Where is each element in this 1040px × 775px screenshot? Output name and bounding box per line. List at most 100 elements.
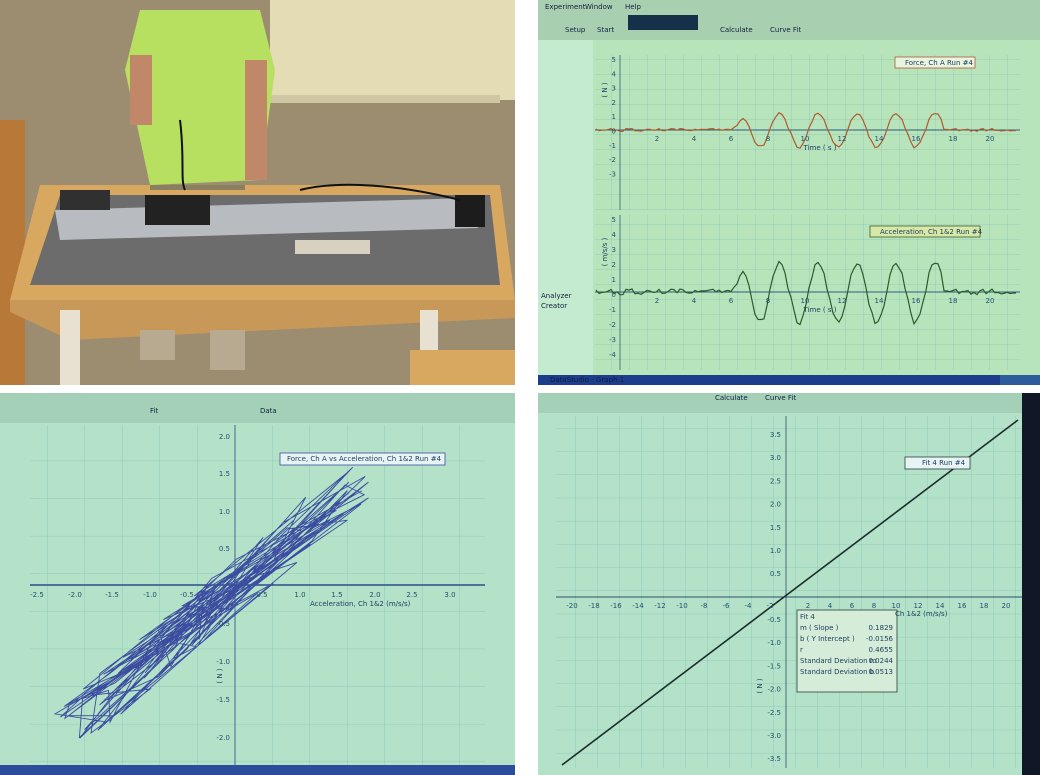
y-tick-label: 0 bbox=[612, 291, 616, 299]
fit-param: m ( Slope ) bbox=[800, 624, 839, 632]
x-tick-label: -2 bbox=[767, 602, 774, 610]
y-tick-label: -1.0 bbox=[767, 639, 781, 647]
menu-item: Experiment bbox=[545, 3, 586, 11]
x-tick-label: 1.0 bbox=[294, 591, 305, 599]
y-tick-label: 2.0 bbox=[770, 501, 781, 509]
y-tick-label: 3.0 bbox=[770, 454, 781, 462]
x-tick-label: 18 bbox=[949, 297, 958, 305]
y-tick-label: 2.0 bbox=[219, 433, 230, 441]
y-tick-label: -2.5 bbox=[767, 709, 781, 717]
y-tick-label: 1 bbox=[612, 113, 616, 121]
legend-entry: Force, Ch A vs Acceleration, Ch 1&2 Run … bbox=[287, 455, 442, 463]
y-tick-label: -3.5 bbox=[767, 755, 781, 763]
screen-fit bbox=[538, 393, 1040, 775]
x-tick-label: 1.5 bbox=[331, 591, 342, 599]
x-tick-label: 8 bbox=[872, 602, 876, 610]
y-tick-label: 1.5 bbox=[219, 470, 230, 478]
x-tick-label: -18 bbox=[588, 602, 599, 610]
x-tick-label: 20 bbox=[1002, 602, 1011, 610]
toolbar-button: Curve Fit bbox=[765, 394, 796, 402]
x-tick-label: -10 bbox=[676, 602, 687, 610]
fit-value: 0.0244 bbox=[869, 657, 894, 665]
fit-param: Standard Deviation m bbox=[800, 657, 877, 665]
x-tick-label: 3.0 bbox=[444, 591, 455, 599]
y-axis-label: ( N ) bbox=[216, 668, 224, 683]
x-tick-label: -1.0 bbox=[143, 591, 157, 599]
x-tick-label: -6 bbox=[723, 602, 731, 610]
x-tick-label: 16 bbox=[912, 135, 921, 143]
y-tick-label: -4 bbox=[609, 351, 617, 359]
y-tick-label: 2 bbox=[612, 99, 616, 107]
x-tick-label: -12 bbox=[654, 602, 665, 610]
lab-photo bbox=[0, 0, 515, 385]
y-tick-label: 4 bbox=[612, 231, 617, 239]
y-tick-label: -1.0 bbox=[216, 658, 230, 666]
y-tick-label: 0.5 bbox=[770, 570, 781, 578]
fit-value: 0.1829 bbox=[869, 624, 894, 632]
x-tick-label: 16 bbox=[958, 602, 967, 610]
y-tick-label: 1 bbox=[612, 276, 616, 284]
x-axis-label: Time ( s ) bbox=[803, 306, 837, 314]
x-tick-label: 6 bbox=[729, 297, 734, 305]
taskbar-item: DataStudio - Graph 1 bbox=[550, 376, 624, 384]
toolbar-button: Calculate bbox=[720, 26, 753, 34]
y-axis-label: ( N ) bbox=[601, 82, 609, 97]
x-axis-label: Acceleration, Ch 1&2 (m/s/s) bbox=[310, 600, 411, 608]
toolbar-button: Data bbox=[260, 407, 277, 415]
x-tick-label: 8 bbox=[766, 135, 770, 143]
y-tick-label: 5 bbox=[612, 216, 616, 224]
y-tick-label: -3.0 bbox=[767, 732, 781, 740]
x-tick-label: 4 bbox=[828, 602, 833, 610]
y-tick-label: 3.5 bbox=[770, 431, 781, 439]
x-axis-label: Ch 1&2 (m/s/s) bbox=[895, 610, 948, 618]
y-tick-label: -1.5 bbox=[216, 696, 230, 704]
x-tick-label: 6 bbox=[729, 135, 734, 143]
x-tick-label: 10 bbox=[892, 602, 901, 610]
y-tick-label: 3 bbox=[612, 246, 616, 254]
y-tick-label: 2.5 bbox=[770, 477, 781, 485]
x-tick-label: 10 bbox=[801, 135, 810, 143]
y-tick-label: -3 bbox=[609, 336, 616, 344]
x-tick-label: 20 bbox=[986, 297, 995, 305]
x-tick-label: 14 bbox=[875, 135, 884, 143]
y-tick-label: -2 bbox=[609, 321, 616, 329]
y-tick-label: 0 bbox=[612, 128, 616, 136]
x-tick-label: 20 bbox=[986, 135, 995, 143]
x-tick-label: -0.5 bbox=[180, 591, 194, 599]
y-tick-label: 5 bbox=[612, 56, 616, 64]
x-tick-label: -8 bbox=[701, 602, 708, 610]
x-tick-label: 14 bbox=[875, 297, 884, 305]
toolbar-button: Start bbox=[597, 26, 614, 34]
toolbar-button: Fit bbox=[150, 407, 158, 415]
x-tick-label: -14 bbox=[632, 602, 644, 610]
x-tick-label: 2 bbox=[806, 602, 810, 610]
fit-value: -0.0156 bbox=[866, 635, 894, 643]
y-tick-label: -0.5 bbox=[767, 616, 781, 624]
x-tick-label: -2.5 bbox=[30, 591, 44, 599]
toolbar-button: Calculate bbox=[715, 394, 748, 402]
x-tick-label: -4 bbox=[745, 602, 753, 610]
x-tick-label: 2 bbox=[655, 135, 659, 143]
screen-scatter bbox=[0, 393, 515, 775]
fit-param: r bbox=[800, 646, 803, 654]
y-tick-label: -2.0 bbox=[216, 734, 230, 742]
x-tick-label: 8 bbox=[766, 297, 770, 305]
x-tick-label: 16 bbox=[912, 297, 921, 305]
toolbar-button: Setup bbox=[565, 26, 586, 34]
y-axis-label: ( N ) bbox=[756, 678, 764, 693]
y-tick-label: -1 bbox=[609, 142, 616, 150]
fit-param: Standard Deviation b bbox=[800, 668, 875, 676]
toolbar-button: Curve Fit bbox=[770, 26, 801, 34]
x-tick-label: 12 bbox=[914, 602, 923, 610]
y-tick-label: -3 bbox=[609, 170, 616, 178]
x-tick-label: 2.0 bbox=[369, 591, 380, 599]
x-tick-label: 18 bbox=[980, 602, 989, 610]
sidebar-item: Analyzer bbox=[541, 292, 572, 300]
y-axis-label: ( m/s/s ) bbox=[601, 237, 609, 266]
fit-param: b ( Y Intercept ) bbox=[800, 635, 855, 643]
y-tick-label: -2.0 bbox=[767, 686, 781, 694]
y-tick-label: 1.0 bbox=[219, 508, 230, 516]
y-tick-label: 3 bbox=[612, 85, 616, 93]
legend-entry: Fit 4 Run #4 bbox=[922, 459, 966, 467]
fit-value: 0.4655 bbox=[869, 646, 894, 654]
